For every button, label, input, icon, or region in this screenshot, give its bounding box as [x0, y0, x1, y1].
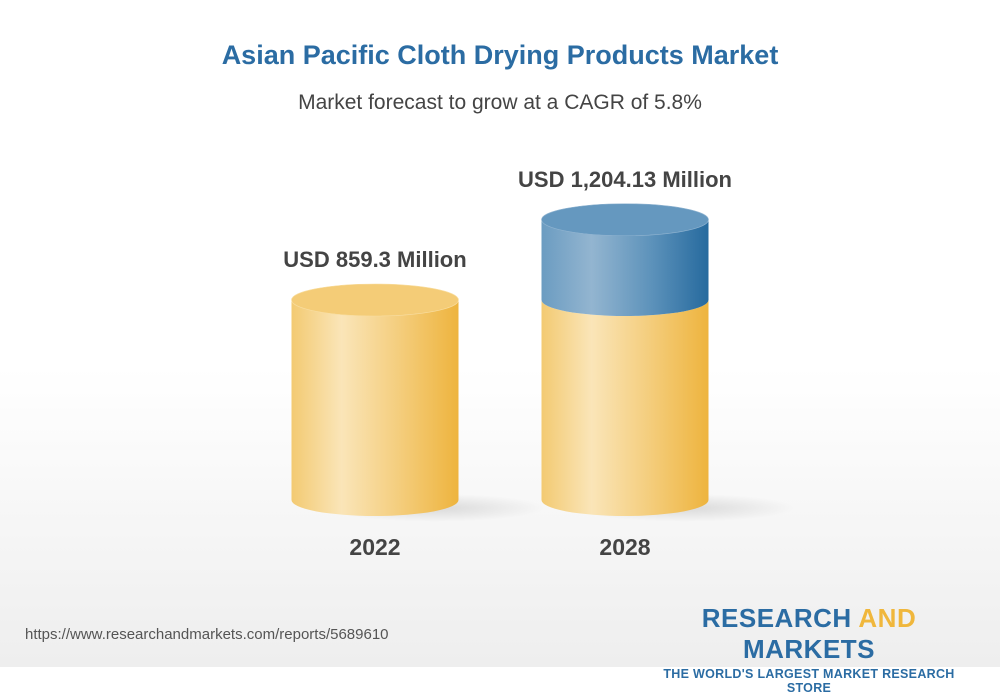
bar-top-2022	[291, 283, 459, 317]
logo-markets: MARKETS	[742, 634, 876, 664]
source-url[interactable]: https://www.researchandmarkets.com/repor…	[25, 626, 389, 643]
bar-base-2022	[291, 300, 459, 516]
chart-subtitle: Market forecast to grow at a CAGR of 5.8…	[298, 91, 702, 114]
chart-area: USD 859.3 Million USD 1,204.13 Million 2…	[283, 167, 795, 560]
x-tick-2022: 2022	[349, 534, 400, 560]
research-and-markets-logo: RESEARCH AND MARKETS THE WORLD'S LARGEST…	[640, 603, 978, 695]
bar-base-2028	[541, 300, 709, 516]
x-tick-2028: 2028	[599, 534, 650, 560]
data-label-2022: USD 859.3 Million	[283, 247, 466, 272]
bar-growth-2028	[541, 219, 709, 316]
logo-research: RESEARCH	[701, 603, 859, 633]
logo-tagline: THE WORLD'S LARGEST MARKET RESEARCH STOR…	[663, 667, 955, 695]
chart-title: Asian Pacific Cloth Drying Products Mark…	[221, 40, 779, 70]
logo-and: AND	[858, 603, 917, 633]
bar-top-2028	[541, 203, 709, 237]
data-label-2028: USD 1,204.13 Million	[518, 167, 732, 192]
